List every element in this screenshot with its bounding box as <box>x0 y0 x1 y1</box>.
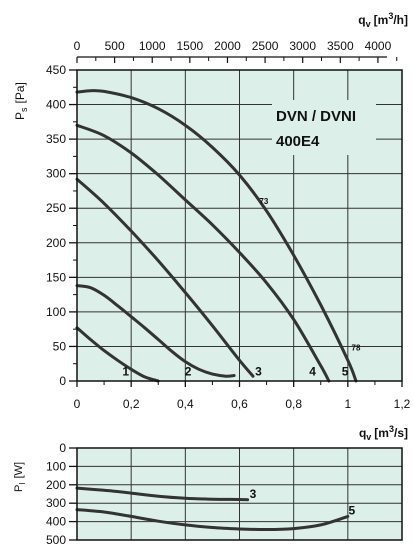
power-y-axis-ticks: 0 100 200 300 400 500 <box>46 441 77 547</box>
power-curve-labels: 35 <box>250 487 356 518</box>
main-plot-series <box>75 89 358 383</box>
main-y-tick-label: 0 <box>59 374 66 388</box>
power-y-axis-label: PI[W] <box>13 462 27 492</box>
top-tick-label: 1500 <box>176 39 203 53</box>
top-axis-ticks: 0 500 1000 1500 2000 2500 3000 3500 4000 <box>74 39 398 63</box>
main-y-tick-label: 400 <box>46 98 66 112</box>
main-x-axis-ticks: 0 0,2 0,4 0,6 0,8 1 1,2 <box>74 381 411 411</box>
curve-label: 78 <box>352 344 361 353</box>
product-title-box <box>272 100 376 155</box>
main-y-tick-label: 300 <box>46 167 66 181</box>
power-curve-label: 5 <box>348 504 355 518</box>
top-axis-label: qv [m3/h] <box>358 11 408 29</box>
main-y-tick-label: 50 <box>53 339 67 353</box>
power-plot-frame <box>76 447 403 541</box>
top-tick-label: 1000 <box>139 39 166 53</box>
pressure-curve-3 <box>75 177 255 378</box>
main-x-tick-label: 1 <box>344 397 351 411</box>
top-tick-label: 4000 <box>365 39 392 53</box>
power-y-tick-label: 0 <box>59 441 66 455</box>
curve-label: 2 <box>185 364 192 378</box>
power-curve-label: 3 <box>250 487 257 501</box>
power-y-tick-label: 200 <box>46 478 66 492</box>
power-y-tick-label: 500 <box>46 533 66 547</box>
product-model: 400E4 <box>276 133 320 150</box>
power-y-tick-label: 400 <box>46 515 66 529</box>
top-tick-label: 2000 <box>214 39 241 53</box>
pressure-curve-2 <box>75 284 236 378</box>
main-x-tick-label: 1,2 <box>394 397 411 411</box>
main-y-tick-label: 150 <box>46 270 66 284</box>
top-tick-label: 500 <box>105 39 125 53</box>
main-x-tick-label: 0,4 <box>177 397 194 411</box>
top-axis: qv [m3/h] 0 500 1000 1500 2000 2500 3000 3500 400… <box>74 11 408 63</box>
power-curve-3 <box>75 486 250 502</box>
curve-label: 5 <box>342 364 349 378</box>
main-y-tick-label: 200 <box>46 236 66 250</box>
main-x-tick-label: 0,6 <box>231 397 248 411</box>
pressure-curve-4 <box>75 123 331 383</box>
curve-label: 73 <box>259 197 268 206</box>
top-tick-label: 3000 <box>289 39 316 53</box>
curve-label: 1 <box>122 364 129 378</box>
main-x-tick-label: 0,8 <box>285 397 302 411</box>
main-y-tick-label: 100 <box>46 305 66 319</box>
power-plot-series <box>75 486 350 532</box>
main-y-axis-label: Ps[Pa] <box>13 82 29 120</box>
curve-label: 3 <box>255 364 262 378</box>
main-y-axis-ticks: 0 50 100 150 200 250 300 350 400 450 <box>46 63 77 388</box>
main-y-tick-label: 350 <box>46 132 66 146</box>
pressure-curve-1 <box>75 326 160 383</box>
main-x-tick-label: 0,2 <box>123 397 140 411</box>
main-x-tick-label: 0 <box>74 397 81 411</box>
main-y-tick-label: 250 <box>46 201 66 215</box>
curve-label: 4 <box>309 364 316 378</box>
pressure-curve-5 <box>75 89 358 383</box>
main-plot: 0 50 100 150 200 250 300 350 400 450 0 0,2 0,4 0,6 0,… <box>13 63 411 442</box>
power-y-tick-label: 100 <box>46 459 66 473</box>
top-tick-label: 2500 <box>252 39 279 53</box>
main-y-tick-label: 450 <box>46 63 66 77</box>
main-curve-labels: 1 2 3 4 5 73 78 <box>122 197 361 378</box>
top-tick-label: 0 <box>74 39 81 53</box>
main-x-axis-label: qv [m3/s] <box>359 424 408 442</box>
power-curve-5 <box>75 508 350 532</box>
product-title: DVN / DVNI <box>276 108 356 125</box>
power-y-tick-label: 300 <box>46 496 66 510</box>
top-tick-label: 3500 <box>327 39 354 53</box>
